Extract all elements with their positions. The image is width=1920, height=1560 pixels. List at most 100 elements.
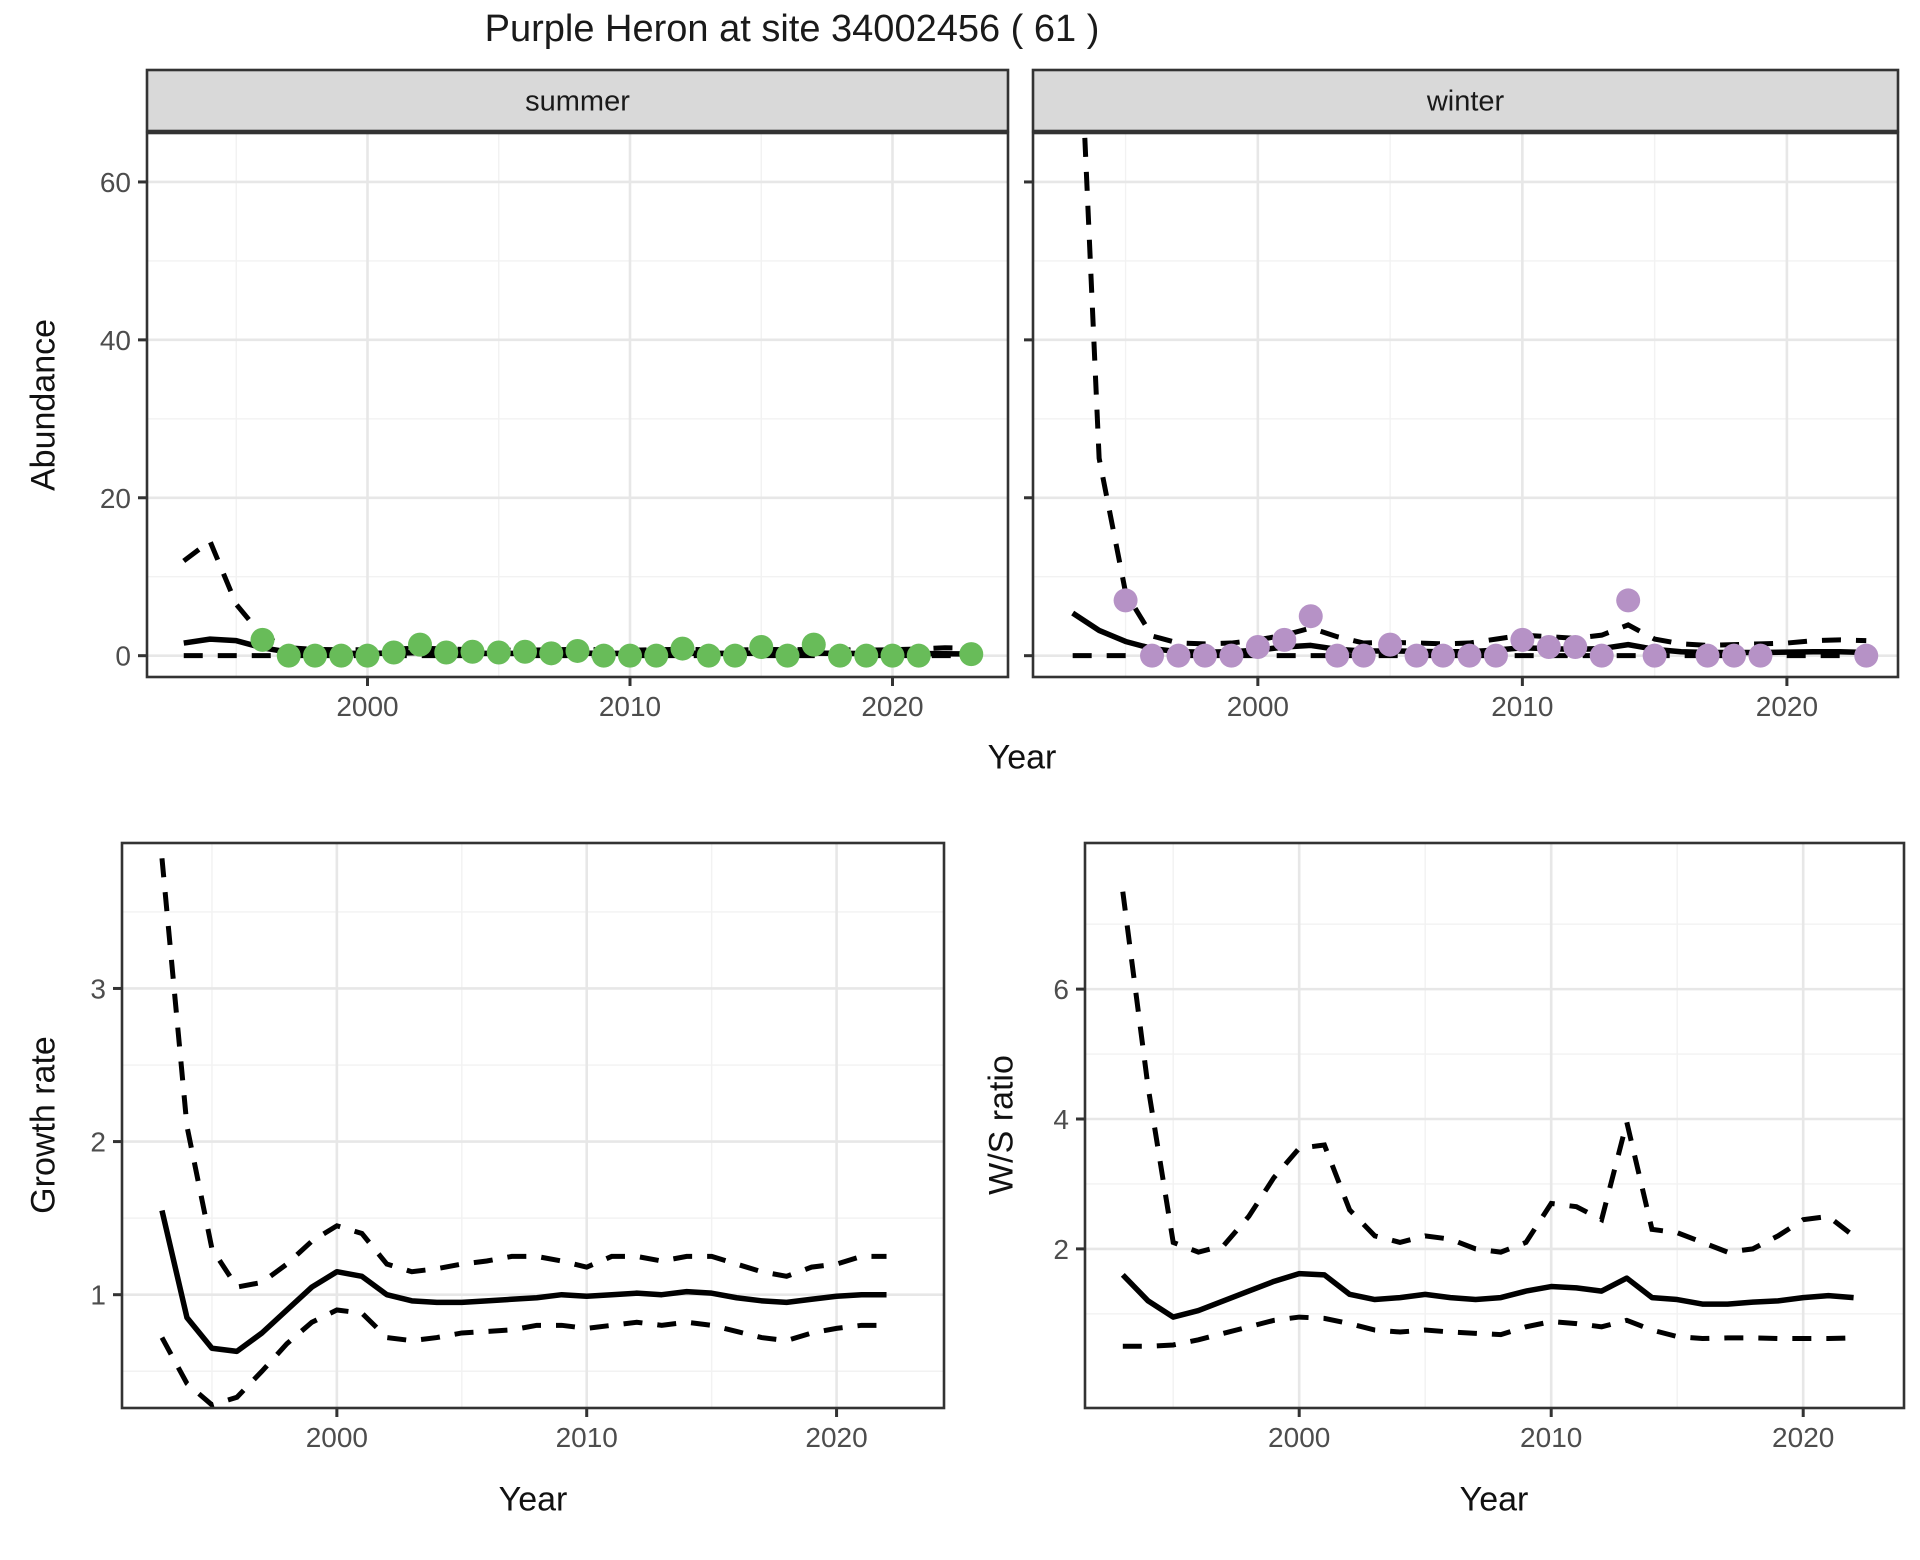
summer-observation-point: [644, 643, 669, 668]
y-tick-label: 2: [90, 1127, 106, 1158]
x-tick-label: 2010: [556, 1422, 618, 1453]
winter-observation-point: [1272, 627, 1297, 652]
winter-observation-point: [1351, 643, 1376, 668]
ws-fit-line: [1120, 1270, 1854, 1320]
y-tick-label: 6: [1053, 974, 1069, 1005]
winter-observation-point: [1404, 643, 1429, 668]
summer-observation-point: [408, 632, 432, 657]
winter-observation-point: [1483, 643, 1508, 668]
summer-observation-point: [618, 643, 642, 668]
winter-observation-point: [1616, 588, 1641, 613]
growth-panel: 2000 2010 2020 1 2 3: [90, 841, 946, 1453]
winter-observation-point: [1695, 643, 1720, 668]
x-tick-label: 2020: [805, 1422, 867, 1453]
ws-data: [1120, 891, 1856, 1349]
growth-y-axis-title: Growth rate: [24, 1036, 63, 1214]
y-tick-label: 0: [115, 641, 131, 672]
summer-facet-strip: [145, 68, 1010, 133]
summer-observation-point: [906, 643, 931, 668]
figure-title: Purple Heron at site 34002456 ( 61 ): [484, 8, 1100, 50]
x-tick-label: 2020: [1772, 1422, 1834, 1453]
winter-observation-point: [1854, 643, 1879, 668]
ws-panel-bg: [1085, 843, 1904, 1408]
ws-y-axis-title: W/S ratio: [982, 1055, 1021, 1195]
abundance-y-axis-title: Abundance: [24, 318, 63, 492]
summer-observation-point: [513, 639, 537, 664]
summer-observation-point: [355, 643, 380, 668]
summer-observation-point: [381, 640, 406, 665]
growth-x-axis-title: Year: [498, 1480, 568, 1519]
summer-observation-point: [591, 643, 616, 668]
x-tick-label: 2020: [1756, 691, 1818, 722]
summer-observation-point: [828, 643, 852, 668]
summer-observation-point: [303, 643, 327, 668]
winter-panel: winter 2000 2010 2020: [1024, 68, 1900, 722]
winter-panel-bg: [1033, 133, 1898, 677]
growth-panel-border: [120, 841, 946, 1410]
winter-observation-point: [1589, 643, 1614, 668]
winter-observation-point: [1431, 643, 1456, 668]
winter-observation-point: [1748, 643, 1773, 668]
winter-observation-point: [1536, 634, 1561, 659]
summer-observation-point: [486, 640, 511, 665]
x-tick-label: 2010: [1520, 1422, 1582, 1453]
summer-data: [182, 537, 984, 668]
winter-observation-point: [1219, 643, 1244, 668]
summer-observation-point: [696, 643, 721, 668]
x-tick-label: 2020: [861, 691, 923, 722]
y-tick-label: 4: [1053, 1104, 1069, 1135]
summer-observation-point: [329, 643, 354, 668]
growth-lower-ci-line: [159, 1307, 887, 1408]
summer-observation-point: [880, 643, 905, 668]
summer-observation-point: [434, 640, 459, 665]
winter-panel-border: [1031, 131, 1900, 679]
x-tick-label: 2000: [1268, 1422, 1330, 1453]
summer-panel-bg: [147, 133, 1008, 677]
summer-observation-point: [539, 641, 564, 666]
summer-observation-point: [775, 643, 800, 668]
winter-observation-point: [1166, 643, 1191, 668]
summer-observation-point: [749, 634, 774, 659]
x-tick-label: 2010: [1491, 691, 1553, 722]
y-tick-label: 3: [90, 973, 106, 1004]
summer-observation-point: [959, 642, 984, 667]
winter-observation-point: [1642, 643, 1667, 668]
winter-observation-point: [1298, 604, 1323, 629]
y-tick-label: 20: [100, 483, 131, 514]
ws-x-axis-title: Year: [1459, 1480, 1529, 1519]
y-tick-label: 40: [100, 325, 131, 356]
winter-facet-strip-label: winter: [1426, 86, 1505, 118]
x-tick-label: 2000: [306, 1422, 368, 1453]
winter-observation-point: [1325, 643, 1350, 668]
winter-observation-point: [1140, 643, 1165, 668]
summer-facet-strip-label: summer: [525, 86, 630, 118]
summer-panel: summer 2000 2010 2020 0 20 40 60: [100, 68, 1010, 722]
summer-observation-point: [250, 627, 275, 652]
summer-observation-point: [460, 639, 485, 664]
winter-observation-point: [1192, 643, 1217, 668]
summer-observation-point: [723, 643, 747, 668]
ws-panel-border: [1083, 841, 1906, 1410]
winter-observation-point: [1113, 588, 1138, 613]
summer-observation-point: [670, 636, 695, 661]
summer-observation-point: [801, 632, 826, 657]
winter-observation-point: [1378, 632, 1403, 657]
winter-observation-point: [1563, 634, 1588, 659]
winter-data: [1071, 133, 1879, 668]
x-tick-label: 2000: [336, 691, 398, 722]
growth-panel-bg: [122, 843, 944, 1408]
ws-lower-ci-line: [1122, 1314, 1854, 1349]
summer-observation-point: [854, 643, 879, 668]
summer-panel-border: [145, 131, 1010, 679]
y-tick-label: 2: [1053, 1234, 1069, 1265]
summer-observation-point: [276, 643, 301, 668]
ws-panel: 2000 2010 2020 2 4 6: [1053, 841, 1906, 1453]
winter-facet-strip: [1031, 68, 1900, 133]
winter-observation-point: [1245, 634, 1270, 659]
growth-upper-ci-line: [159, 858, 887, 1290]
x-tick-label: 2010: [599, 691, 661, 722]
summer-observation-point: [565, 638, 590, 663]
growth-fit-line: [159, 1209, 887, 1355]
